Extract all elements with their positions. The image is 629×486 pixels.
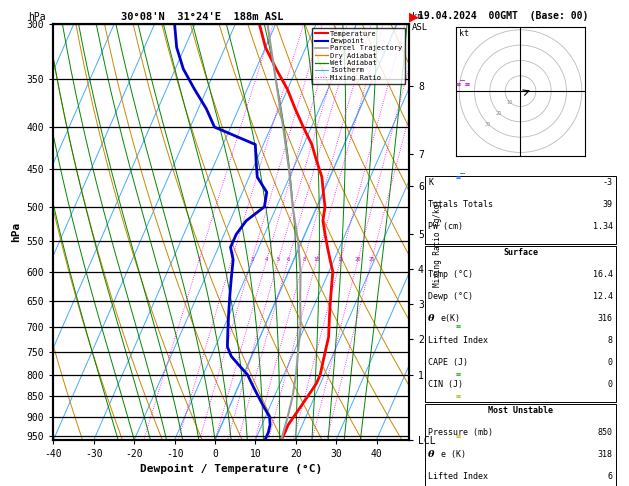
- Text: 39: 39: [603, 200, 613, 209]
- Text: ≡: ≡: [456, 370, 461, 379]
- Text: 318: 318: [598, 450, 613, 459]
- Text: Totals Totals: Totals Totals: [428, 200, 493, 209]
- Text: 30: 30: [484, 122, 491, 127]
- Text: 20: 20: [495, 111, 501, 116]
- Text: Surface: Surface: [503, 248, 538, 257]
- Legend: Temperature, Dewpoint, Parcel Trajectory, Dry Adiabat, Wet Adiabat, Isotherm, Mi: Temperature, Dewpoint, Parcel Trajectory…: [312, 28, 405, 84]
- Text: ≡̅: ≡̅: [456, 173, 466, 181]
- Text: 6: 6: [287, 257, 290, 262]
- Text: ▶: ▶: [409, 11, 418, 24]
- Text: 16.4: 16.4: [593, 270, 613, 279]
- Text: CIN (J): CIN (J): [428, 380, 464, 389]
- Text: e(K): e(K): [441, 314, 461, 323]
- Text: 6: 6: [608, 472, 613, 481]
- Text: ≡: ≡: [456, 392, 461, 401]
- Text: 10: 10: [314, 257, 320, 262]
- Text: θ: θ: [428, 314, 435, 323]
- Text: CAPE (J): CAPE (J): [428, 358, 469, 367]
- Text: Lifted Index: Lifted Index: [428, 336, 488, 345]
- Text: Lifted Index: Lifted Index: [428, 472, 488, 481]
- X-axis label: Dewpoint / Temperature (°C): Dewpoint / Temperature (°C): [140, 465, 322, 474]
- Text: 1: 1: [198, 257, 201, 262]
- Text: PW (cm): PW (cm): [428, 222, 464, 231]
- Text: 316: 316: [598, 314, 613, 323]
- Text: ≡̅≡: ≡̅≡: [456, 80, 471, 89]
- Text: 4: 4: [265, 257, 269, 262]
- Text: ≡: ≡: [456, 323, 461, 331]
- Text: 2: 2: [230, 257, 233, 262]
- Text: 3: 3: [250, 257, 253, 262]
- Y-axis label: hPa: hPa: [11, 222, 21, 242]
- Text: Most Unstable: Most Unstable: [488, 406, 553, 415]
- Text: 25: 25: [369, 257, 375, 262]
- Text: km
ASL: km ASL: [412, 12, 428, 32]
- Text: 0: 0: [608, 358, 613, 367]
- Text: hPa: hPa: [28, 12, 46, 22]
- Text: 30°08'N  31°24'E  188m ASL: 30°08'N 31°24'E 188m ASL: [121, 12, 284, 22]
- Text: Pressure (mb): Pressure (mb): [428, 428, 493, 437]
- Text: e (K): e (K): [441, 450, 466, 459]
- Text: 19.04.2024  00GMT  (Base: 00): 19.04.2024 00GMT (Base: 00): [418, 11, 589, 21]
- Text: Dewp (°C): Dewp (°C): [428, 292, 474, 301]
- Text: 5: 5: [277, 257, 280, 262]
- Text: 8: 8: [303, 257, 306, 262]
- Text: ≡: ≡: [456, 432, 461, 441]
- Text: Mixing Ratio (g/kg): Mixing Ratio (g/kg): [433, 199, 442, 287]
- Text: K: K: [428, 178, 433, 187]
- Text: kt: kt: [459, 29, 469, 38]
- Text: θ: θ: [428, 450, 435, 459]
- Text: 8: 8: [608, 336, 613, 345]
- Text: 15: 15: [337, 257, 344, 262]
- Text: -3: -3: [603, 178, 613, 187]
- Text: 0: 0: [608, 380, 613, 389]
- Text: Temp (°C): Temp (°C): [428, 270, 474, 279]
- Text: 10: 10: [506, 100, 513, 104]
- Text: 850: 850: [598, 428, 613, 437]
- Text: 20: 20: [355, 257, 361, 262]
- Text: 1.34: 1.34: [593, 222, 613, 231]
- Text: 12.4: 12.4: [593, 292, 613, 301]
